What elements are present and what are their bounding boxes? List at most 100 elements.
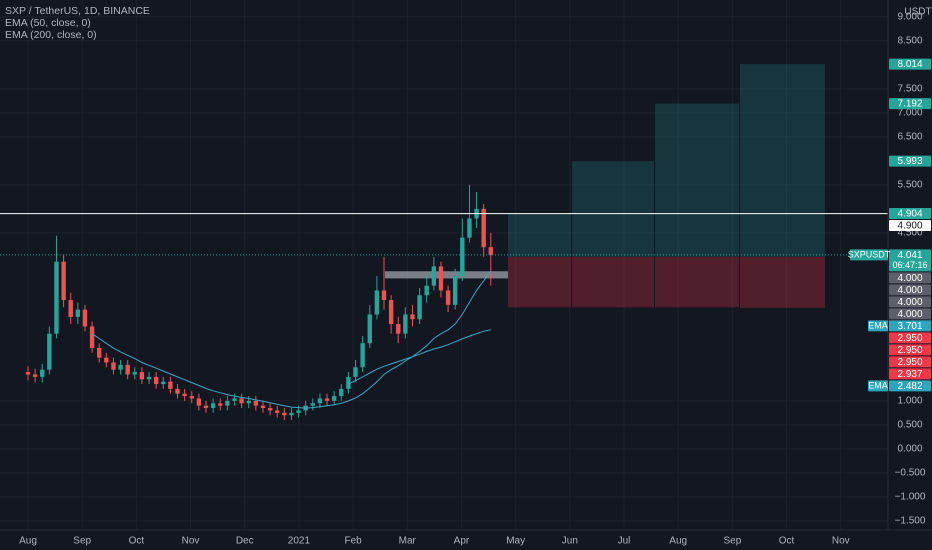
candle-body (324, 398, 330, 401)
candle-body (360, 343, 365, 368)
candle-body (445, 290, 451, 305)
candle-body (388, 300, 394, 325)
x-tick-label: Jul (618, 536, 631, 547)
candle-body (339, 388, 344, 397)
price-label: 8.014 (897, 59, 922, 70)
candle-body (75, 309, 81, 317)
legend-entry: EMA (200, close, 0) (5, 29, 97, 41)
x-tick-label: Jun (562, 536, 578, 547)
x-tick-label: Oct (129, 536, 145, 547)
x-tick-label: May (506, 536, 525, 547)
candle-body (410, 314, 415, 320)
candle-body (175, 388, 180, 394)
y-tick-label: 7.500 (897, 83, 922, 94)
candle-body (275, 410, 280, 413)
price-label-bg (889, 332, 931, 344)
candle-body (488, 247, 493, 255)
candle-body (161, 381, 166, 385)
candle-body (246, 400, 251, 404)
chart-title: SXP / TetherUS, 1D, BINANCE (5, 5, 150, 17)
price-tag: EMA (868, 381, 888, 391)
target-zone (508, 213, 571, 257)
price-label: 4.000 (897, 285, 922, 296)
candle-body (104, 357, 109, 363)
y-tick-label: −1.500 (895, 516, 926, 527)
candle-body (118, 364, 123, 370)
candle-body (381, 290, 387, 301)
candle-body (203, 405, 209, 409)
price-label-bg (889, 356, 931, 368)
candle-body (417, 295, 422, 320)
x-tick-label: Mar (399, 536, 417, 547)
price-label-bg (889, 320, 931, 332)
x-tick-label: Dec (236, 536, 254, 547)
price-tag: EMA (868, 321, 888, 331)
candle-body (310, 403, 315, 406)
candle-body (403, 314, 408, 334)
candle-body (32, 374, 38, 377)
price-label: 2.482 (897, 381, 922, 392)
candle-body (218, 403, 223, 406)
stop-zone (740, 256, 825, 308)
candle-body (189, 396, 194, 399)
y-tick-label: 8.500 (897, 35, 922, 46)
candle-body (253, 400, 259, 406)
countdown-label: 06:47:16 (892, 260, 927, 270)
candle-body (47, 333, 52, 370)
target-zone (572, 161, 654, 257)
price-label: 4.000 (897, 297, 922, 308)
y-tick-label: 5.500 (897, 179, 922, 190)
candle-body (424, 285, 429, 296)
x-tick-label: Sep (73, 536, 91, 547)
price-label-bg (889, 272, 931, 284)
candle-body (353, 367, 358, 377)
price-label-bg (889, 344, 931, 356)
legend-entry: EMA (50, close, 0) (5, 17, 91, 29)
price-label: 2.950 (897, 345, 922, 356)
candle-body (54, 261, 59, 334)
candle-body (460, 237, 465, 277)
price-tag-bg (850, 249, 888, 261)
candle-body (438, 266, 444, 291)
candle-body (125, 364, 130, 375)
price-label-bg (889, 58, 931, 70)
y-tick-label: −0.500 (895, 468, 926, 479)
candle-body (232, 398, 237, 401)
candle-body (89, 326, 95, 349)
x-tick-label: Apr (454, 536, 470, 547)
x-tick-label: Nov (182, 536, 200, 547)
candle-body (374, 290, 380, 315)
x-tick-label: Aug (669, 536, 687, 547)
price-label: 7.192 (897, 99, 922, 110)
candle-body (225, 400, 230, 406)
price-label: 4.041 (897, 250, 922, 261)
candle-body (61, 261, 66, 301)
y-tick-label: 1.000 (897, 396, 922, 407)
currency-label: USDT (904, 7, 931, 18)
support-zone (385, 271, 508, 279)
price-label: 4.000 (897, 309, 922, 320)
candle-body (153, 376, 159, 385)
y-tick-label: 7.000 (897, 107, 922, 118)
axes: 9.000 8.500 7.500 7.000 6.500 5.500 4.500 1.000… (19, 11, 931, 547)
price-label-bg (889, 207, 931, 219)
candle-body (40, 369, 45, 377)
candle-body (82, 309, 88, 327)
candle-body (68, 300, 73, 317)
candle-body (25, 372, 31, 375)
price-label-bg (889, 368, 931, 380)
candle-body (431, 266, 437, 286)
price-label: 4.000 (897, 273, 922, 284)
y-tick-label: 6.500 (897, 131, 922, 142)
price-label-bg (889, 98, 931, 110)
price-tag-bg (868, 380, 888, 392)
price-label: 4.904 (897, 208, 922, 219)
target-zone (655, 103, 739, 257)
ema-line (91, 270, 492, 409)
candle-body (289, 412, 294, 416)
candle-body (346, 376, 351, 389)
candle-body (331, 396, 337, 401)
candle-body (196, 398, 202, 406)
